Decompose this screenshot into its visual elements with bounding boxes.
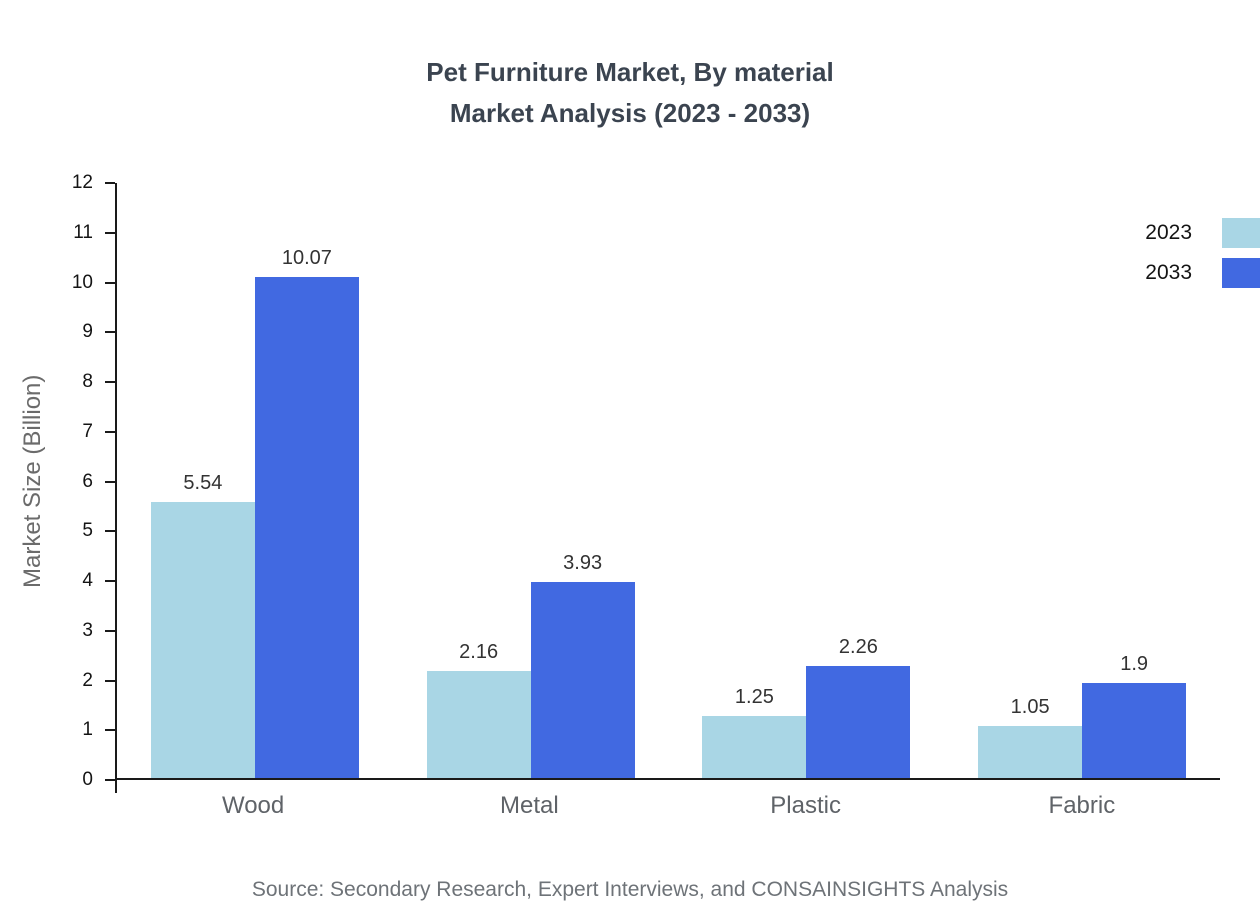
legend-label-2023: 2023	[1145, 221, 1192, 244]
bar-group-plastic: 1.25 2.26	[669, 183, 945, 778]
bar-value-2023-wood: 5.54	[183, 472, 223, 495]
y-tick-label-10: 10	[71, 271, 93, 293]
x-axis-origin-tick	[115, 780, 117, 793]
y-tick-mark-5	[105, 530, 115, 533]
y-tick-mark-0	[105, 779, 115, 781]
bar-value-2033-wood: 10.07	[281, 247, 332, 270]
x-label-metal: Metal	[500, 792, 559, 819]
x-label-plastic: Plastic	[770, 792, 841, 819]
plot-area: 5.54 10.07 2.16 3.93 1.25 2.26 1.05 1.9	[115, 183, 1220, 780]
bar-value-2023-plastic: 1.25	[734, 685, 774, 708]
bar-wrap-2033-fabric: 1.9	[1082, 183, 1187, 778]
y-tick-mark-4	[105, 580, 115, 582]
y-tick-label-4: 4	[82, 570, 93, 591]
x-label-wood: Wood	[221, 792, 285, 819]
bar-value-2033-plastic: 2.26	[838, 635, 878, 658]
y-tick-label-8: 8	[82, 371, 93, 392]
y-tick-label-3: 3	[82, 619, 93, 641]
legend-item-2033: 2033	[1145, 258, 1260, 288]
y-tick-mark-11	[105, 231, 115, 234]
y-tick-mark-2	[105, 679, 115, 682]
y-tick-mark-12	[105, 182, 115, 184]
y-tick-label-6: 6	[82, 470, 93, 492]
bar-2023-plastic	[702, 715, 807, 778]
bar-2023-metal	[426, 670, 531, 778]
legend-item-2023: 2023	[1145, 218, 1260, 248]
legend: 2023 2033	[1145, 218, 1260, 288]
x-label-fabric: Fabric	[1048, 792, 1116, 819]
chart-title: Pet Furniture Market, By material Market…	[0, 52, 1260, 134]
bar-wrap-2033-metal: 3.93	[530, 183, 635, 778]
y-tick-mark-8	[105, 381, 115, 383]
bar-group-fabric: 1.05 1.9	[944, 183, 1220, 778]
y-tick-label-1: 1	[82, 719, 93, 741]
bar-value-2033-metal: 3.93	[563, 552, 603, 575]
bar-wrap-2033-plastic: 2.26	[806, 183, 911, 778]
y-tick-mark-10	[105, 281, 115, 284]
y-tick-label-7: 7	[82, 420, 93, 442]
bar-wrap-2023-plastic: 1.25	[702, 183, 807, 778]
y-tick-mark-3	[105, 629, 115, 632]
source-note: Source: Secondary Research, Expert Inter…	[251, 878, 1009, 901]
y-tick-label-9: 9	[82, 321, 93, 343]
y-axis: 0 1 2 3 4 5 6 7 8 9 10 11 12	[0, 172, 115, 790]
bar-wrap-2023-wood: 5.54	[150, 183, 255, 778]
bar-value-2023-fabric: 1.05	[1010, 695, 1050, 718]
bar-group-wood: 5.54 10.07	[117, 183, 393, 778]
bar-wrap-2033-wood: 10.07	[254, 183, 359, 778]
bar-2023-wood	[150, 502, 255, 778]
bar-group-metal: 2.16 3.93	[393, 183, 669, 778]
bar-wrap-2023-fabric: 1.05	[978, 183, 1083, 778]
bar-value-2033-fabric: 1.9	[1120, 653, 1149, 676]
bar-2033-fabric	[1082, 683, 1187, 778]
y-tick-label-2: 2	[82, 669, 93, 691]
bar-value-2023-metal: 2.16	[459, 640, 499, 663]
chart-title-line1: Pet Furniture Market, By material	[426, 57, 834, 87]
y-tick-mark-9	[105, 331, 115, 334]
legend-swatch-2033	[1222, 258, 1260, 288]
y-tick-mark-1	[105, 729, 115, 732]
y-tick-label-12: 12	[71, 172, 93, 193]
y-tick-label-0: 0	[82, 769, 93, 790]
y-tick-mark-7	[105, 430, 115, 433]
bar-2033-metal	[530, 582, 635, 778]
bar-2023-fabric	[978, 725, 1083, 778]
legend-swatch-2023	[1222, 218, 1260, 248]
bar-2033-wood	[254, 277, 359, 778]
x-axis-labels: Wood Metal Plastic Fabric	[115, 792, 1220, 820]
bar-2033-plastic	[806, 665, 911, 778]
y-tick-mark-6	[105, 480, 115, 483]
y-tick-label-5: 5	[82, 520, 93, 542]
legend-label-2033: 2033	[1145, 261, 1192, 284]
chart-title-line2: Market Analysis (2023 - 2033)	[449, 98, 811, 128]
y-tick-label-11: 11	[73, 221, 93, 243]
bar-wrap-2023-metal: 2.16	[426, 183, 531, 778]
